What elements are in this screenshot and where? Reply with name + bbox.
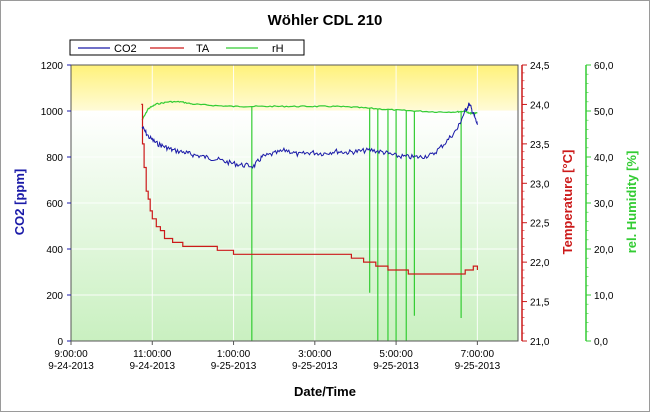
temperature-tick-label: 22,5	[530, 219, 550, 230]
humidity-tick-label: 30,0	[594, 199, 614, 210]
temperature-tick-label: 21,5	[530, 298, 550, 309]
x-tick-date-label: 9-25-2013	[455, 361, 501, 372]
x-tick-date-label: 9-24-2013	[129, 361, 175, 372]
temperature-tick-label: 24,0	[530, 100, 550, 111]
co2-tick-label: 200	[46, 291, 63, 302]
x-tick-time-label: 5:00:00	[379, 349, 413, 360]
legend-label-rh: rH	[272, 43, 284, 55]
axes-layer: 0 200 400 600 800 1000 1200 21,0 21,5 22,0 22,5 23,…	[41, 61, 614, 372]
humidity-tick-label: 20,0	[594, 245, 614, 256]
series-line-ta	[141, 103, 478, 275]
x-axis-label: Date/Time	[294, 384, 356, 399]
plot-background	[71, 65, 518, 341]
series-line-rh	[141, 100, 478, 121]
temperature-tick-label: 23,5	[530, 140, 550, 151]
legend-label-co2: CO2	[114, 43, 137, 55]
co2-tick-label: 600	[46, 199, 63, 210]
x-tick-date-label: 9-25-2013	[292, 361, 338, 372]
x-tick-time-label: 7:00:00	[461, 349, 495, 360]
humidity-tick-label: 10,0	[594, 291, 614, 302]
ok-zone	[71, 111, 518, 341]
series-line-co2	[141, 102, 478, 169]
x-tick-time-label: 9:00:00	[54, 349, 88, 360]
co2-tick-label: 1200	[41, 61, 64, 72]
humidity-tick-label: 50,0	[594, 107, 614, 118]
x-tick-date-label: 9-25-2013	[211, 361, 257, 372]
co2-tick-label: 0	[57, 337, 63, 348]
humidity-axis-label: rel. Humidity [%]	[624, 151, 639, 254]
legend: CO2 TA rH	[69, 39, 305, 56]
temperature-tick-label: 21,0	[530, 337, 550, 348]
series-layer	[141, 100, 478, 341]
legend-box	[69, 39, 305, 56]
co2-tick-label: 400	[46, 245, 63, 256]
x-tick-date-label: 9-25-2013	[373, 361, 419, 372]
x-tick-date-label: 9-24-2013	[48, 361, 94, 372]
x-tick-time-label: 11:00:00	[133, 349, 172, 360]
co2-axis-label: CO2 [ppm]	[12, 169, 27, 235]
co2-tick-label: 800	[46, 153, 63, 164]
temperature-axis-label: Temperature [°C]	[560, 150, 575, 255]
temperature-tick-label: 22,0	[530, 258, 550, 269]
humidity-tick-label: 60,0	[594, 61, 614, 72]
chart-title: Wöhler CDL 210	[268, 12, 383, 29]
x-tick-time-label: 3:00:00	[298, 349, 332, 360]
co2-tick-label: 1000	[41, 107, 64, 118]
temperature-tick-label: 23,0	[530, 179, 550, 190]
warning-zone	[71, 65, 518, 111]
temperature-tick-label: 24,5	[530, 61, 550, 72]
humidity-tick-label: 0,0	[594, 337, 608, 348]
humidity-tick-label: 40,0	[594, 153, 614, 164]
legend-label-ta: TA	[196, 43, 210, 55]
x-tick-time-label: 1:00:00	[217, 349, 251, 360]
